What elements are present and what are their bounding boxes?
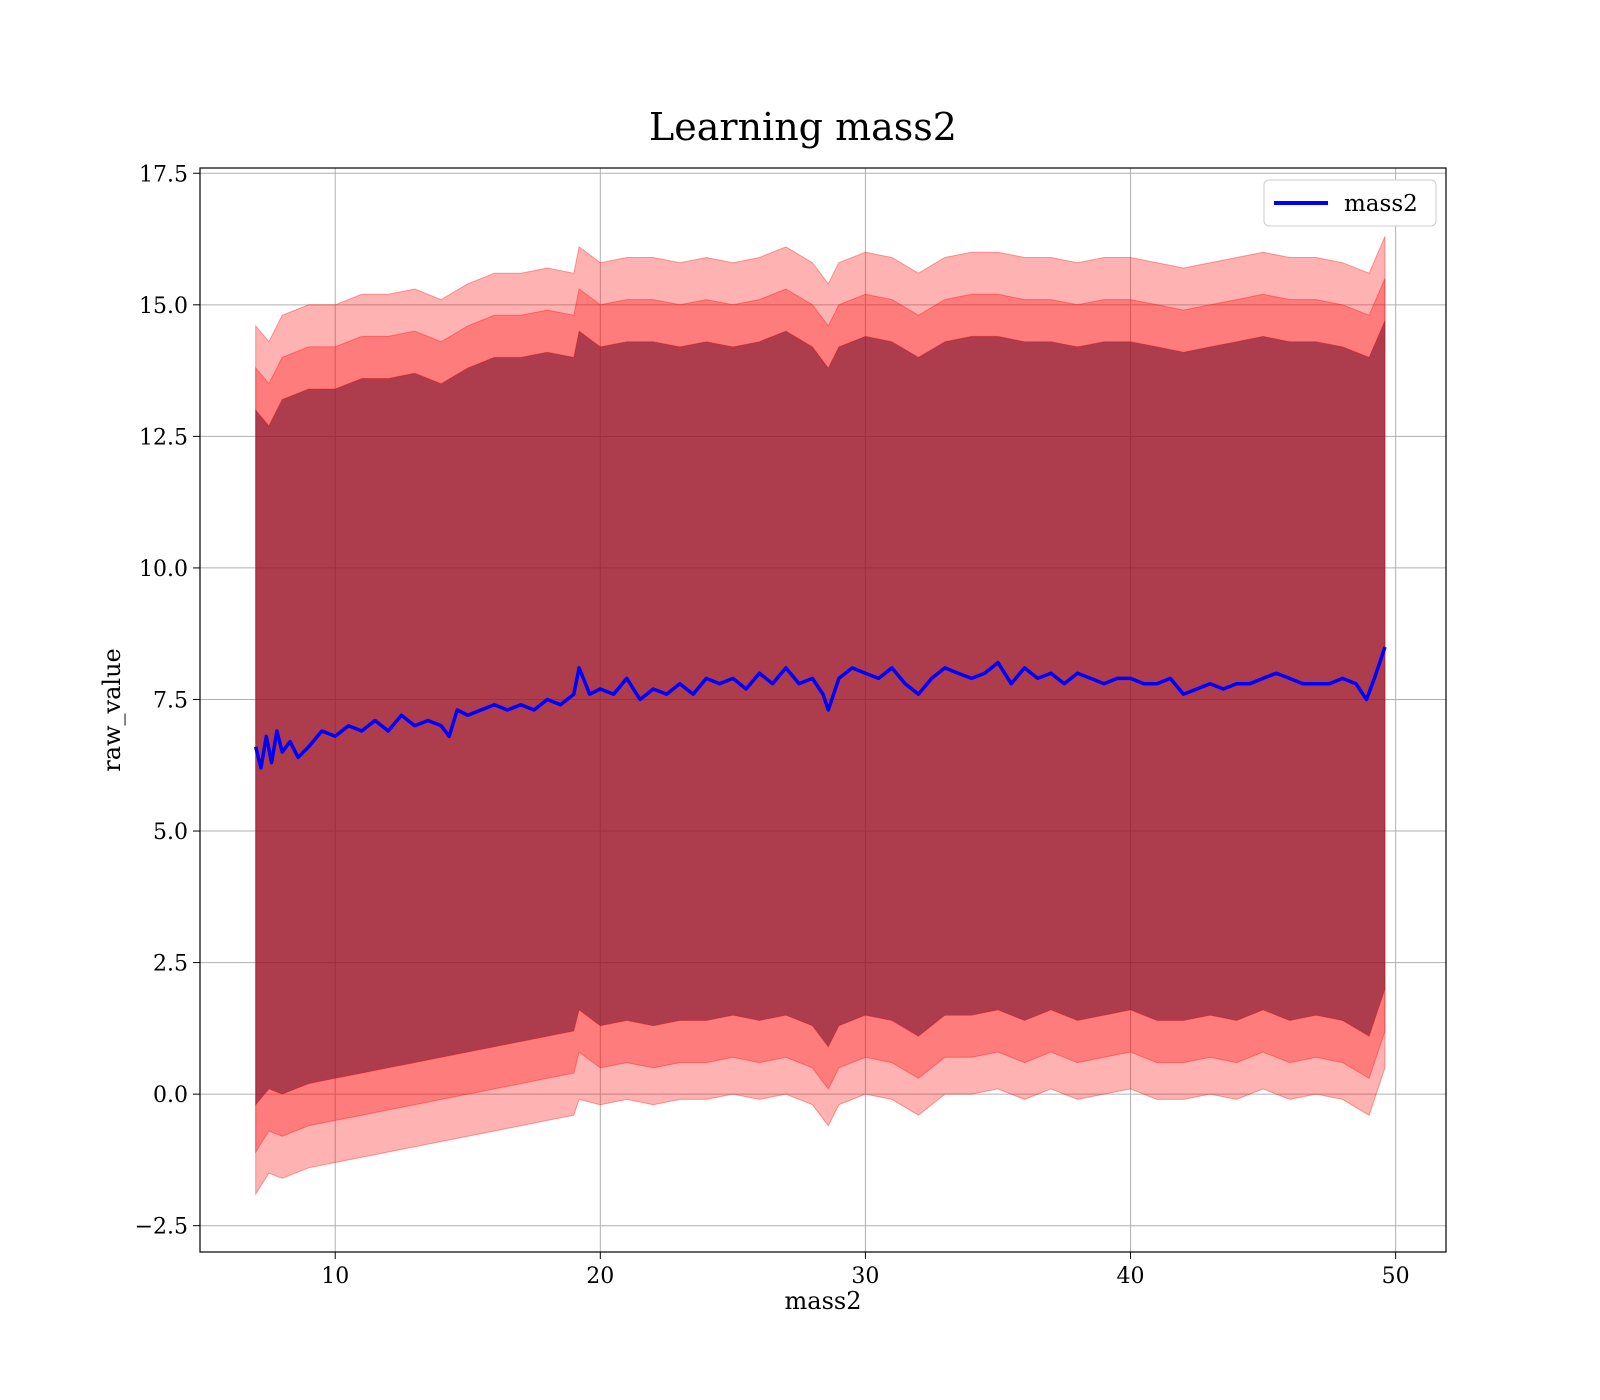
confidence-band-1 <box>255 236 1386 1196</box>
confidence-band-core-tone <box>255 320 1386 1105</box>
plot-frame <box>199 167 1447 1253</box>
x-tick-label: 30 <box>851 1264 879 1289</box>
y-tick-label: 2.5 <box>153 952 188 977</box>
series-lines <box>254 646 1387 770</box>
legend-box <box>1263 179 1437 227</box>
x-axis-label: mass2 <box>785 1287 862 1315</box>
y-axis-label: raw_value <box>98 648 126 772</box>
x-tick-label: 10 <box>321 1264 349 1289</box>
x-tick-label: 40 <box>1117 1264 1145 1289</box>
series-line-mass2 <box>254 646 1387 770</box>
legend-label-mass2: mass2 <box>1344 191 1418 217</box>
y-tick-label: 17.5 <box>139 162 188 187</box>
x-tick-label: 50 <box>1382 1264 1410 1289</box>
confidence-bands <box>255 236 1386 1196</box>
y-tick-label: 0.0 <box>153 1083 188 1108</box>
y-tick-label: −2.5 <box>135 1215 188 1240</box>
grid <box>200 168 1446 1252</box>
chart-title: Learning mass2 <box>649 105 957 149</box>
legend: mass2 <box>1263 179 1437 227</box>
y-tick-label: 7.5 <box>153 688 188 713</box>
y-tick-label: 15.0 <box>139 294 188 319</box>
plot-area <box>199 167 1447 1253</box>
confidence-band-3 <box>255 320 1386 1107</box>
y-tick-label: 10.0 <box>139 557 188 582</box>
y-tick-label: 12.5 <box>139 425 188 450</box>
confidence-band-2 <box>255 278 1386 1154</box>
x-tick-label: 20 <box>586 1264 614 1289</box>
plot-background <box>200 168 1446 1252</box>
x-axis: 10 20 30 40 50 <box>321 1252 1410 1289</box>
y-tick-label: 5.0 <box>153 820 188 845</box>
y-axis: −2.5 0.0 2.5 5.0 7.5 10.0 12.5 15.0 17.5 <box>135 162 200 1240</box>
